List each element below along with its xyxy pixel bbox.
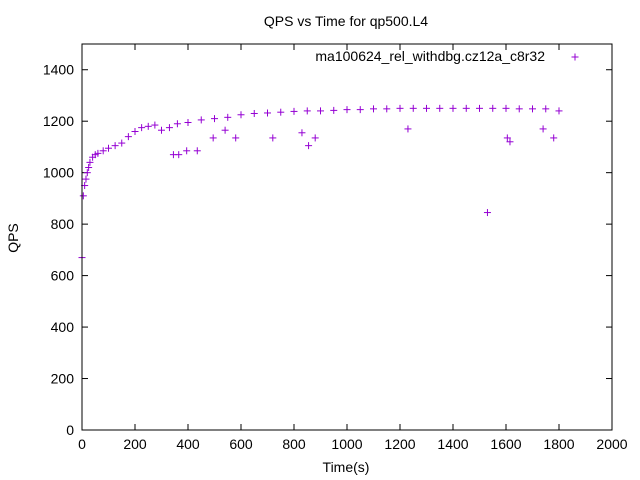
- x-tick-label: 600: [229, 436, 253, 452]
- data-point: [449, 104, 457, 112]
- data-point: [330, 106, 338, 114]
- data-point: [298, 129, 306, 137]
- data-point: [311, 134, 319, 142]
- data-point: [409, 104, 417, 112]
- data-point: [83, 169, 91, 177]
- data-point: [529, 105, 536, 113]
- data-point: [476, 104, 483, 112]
- y-tick-label: 400: [51, 319, 75, 335]
- data-point: [151, 121, 159, 129]
- x-axis-ticks: 0 200 400 600 800 1000 1200 1400 1600 1800 2000: [78, 44, 628, 452]
- y-axis-ticks: 0 200 400 600 800 1000 1200 1400: [43, 62, 612, 438]
- data-points: [78, 104, 563, 262]
- y-tick-label: 0: [66, 422, 74, 438]
- data-point: [269, 134, 277, 142]
- x-tick-label: 1200: [384, 436, 415, 452]
- data-point: [423, 104, 430, 112]
- data-point: [436, 104, 444, 112]
- y-tick-label: 200: [51, 371, 75, 387]
- data-point: [555, 107, 563, 115]
- data-point: [211, 115, 218, 123]
- data-point: [111, 142, 119, 150]
- legend-label: ma100624_rel_withdbg.cz12a_c8r32: [315, 48, 545, 64]
- x-tick-label: 2000: [596, 436, 627, 452]
- data-point: [550, 134, 558, 142]
- data-point: [224, 113, 232, 121]
- data-point: [99, 147, 107, 155]
- x-tick-label: 200: [123, 436, 147, 452]
- data-point: [303, 107, 311, 115]
- y-tick-label: 1400: [43, 62, 74, 78]
- data-point: [502, 104, 510, 112]
- data-point: [250, 109, 258, 117]
- data-point: [94, 149, 102, 157]
- x-tick-label: 1000: [331, 436, 362, 452]
- data-point: [79, 192, 87, 200]
- y-tick-label: 800: [51, 216, 75, 232]
- data-point: [290, 107, 298, 115]
- legend: ma100624_rel_withdbg.cz12a_c8r32: [315, 48, 579, 64]
- data-point: [483, 209, 491, 217]
- data-point: [462, 104, 470, 112]
- data-point: [158, 126, 165, 134]
- data-point: [506, 138, 514, 146]
- data-point: [383, 105, 391, 113]
- data-point: [118, 139, 126, 147]
- legend-marker: [571, 53, 579, 61]
- data-point: [221, 126, 229, 134]
- data-point: [489, 104, 497, 112]
- data-point: [515, 105, 523, 113]
- data-point: [183, 147, 191, 155]
- plot-frame: [81, 43, 613, 431]
- x-tick-label: 400: [176, 436, 200, 452]
- data-point: [264, 109, 271, 117]
- data-point: [343, 106, 351, 114]
- data-point: [144, 122, 152, 130]
- x-tick-label: 1800: [543, 436, 574, 452]
- data-point: [356, 106, 364, 114]
- x-tick-label: 0: [78, 436, 86, 452]
- data-point: [277, 108, 285, 116]
- x-tick-label: 1600: [490, 436, 521, 452]
- data-point: [197, 116, 205, 124]
- x-axis-label: Time(s): [323, 459, 370, 475]
- data-point: [124, 133, 132, 141]
- y-tick-label: 1000: [43, 165, 74, 181]
- data-point: [542, 105, 550, 113]
- data-point: [82, 175, 90, 183]
- data-point: [138, 124, 146, 132]
- data-point: [305, 142, 313, 150]
- data-point: [193, 147, 201, 155]
- data-point: [404, 125, 412, 133]
- data-point: [209, 134, 217, 142]
- legend-plus-marker: [571, 53, 579, 61]
- y-axis-label: QPS: [5, 223, 21, 253]
- y-tick-label: 600: [51, 268, 75, 284]
- data-point: [539, 125, 547, 133]
- data-point: [131, 127, 139, 135]
- data-point: [165, 124, 173, 132]
- chart-title: QPS vs Time for qp500.L4: [264, 13, 428, 29]
- data-point: [173, 120, 181, 128]
- data-point: [396, 104, 404, 112]
- data-point: [232, 134, 240, 142]
- x-tick-label: 1400: [437, 436, 468, 452]
- x-tick-label: 800: [282, 436, 306, 452]
- data-point: [370, 105, 377, 113]
- data-point: [175, 151, 183, 159]
- data-point: [317, 107, 324, 115]
- data-point: [237, 111, 245, 119]
- data-point: [184, 118, 192, 126]
- data-point: [85, 164, 93, 172]
- data-point: [503, 134, 511, 142]
- data-point: [105, 144, 112, 152]
- y-tick-label: 1200: [43, 113, 74, 129]
- data-point: [86, 158, 94, 166]
